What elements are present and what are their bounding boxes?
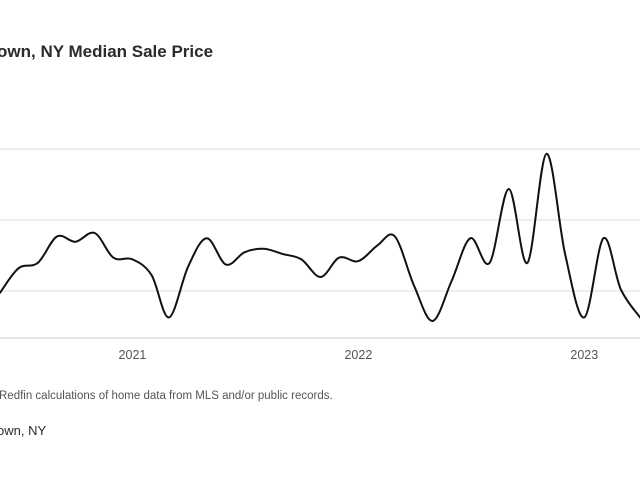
data-point: [281, 252, 285, 256]
data-point: [186, 264, 190, 268]
data-point: [111, 256, 115, 260]
data-point: [563, 252, 567, 256]
data-point: [131, 257, 135, 261]
data-point: [376, 243, 380, 247]
data-point: [36, 261, 40, 265]
source-note: Redfin calculations of home data from ML…: [0, 390, 333, 402]
data-point: [507, 187, 511, 191]
data-point: [412, 284, 416, 288]
data-point: [224, 263, 228, 267]
grid-lines: [0, 148, 640, 292]
data-point: [431, 319, 435, 323]
series-layer: [0, 152, 640, 323]
data-point: [299, 257, 303, 261]
x-tick-label: 2023: [570, 348, 598, 362]
chart-title: own, NY Median Sale Price: [0, 42, 214, 61]
data-point: [488, 261, 492, 265]
data-point: [619, 287, 623, 291]
data-point: [93, 231, 97, 235]
data-point: [525, 261, 529, 265]
x-axis-ticks: 2021 2022 2023: [119, 348, 599, 362]
data-point: [337, 256, 341, 260]
data-point: [167, 315, 171, 319]
data-point: [17, 266, 21, 270]
data-point: [582, 315, 586, 319]
data-point: [205, 236, 209, 240]
data-point: [602, 236, 606, 240]
data-point: [545, 152, 549, 156]
data-point: [74, 240, 78, 244]
series-line: [0, 152, 640, 322]
legend-entry: own, NY: [0, 423, 47, 438]
data-point: [55, 235, 59, 239]
data-point: [393, 235, 397, 239]
data-point: [450, 279, 454, 283]
data-point: [356, 259, 360, 263]
data-point: [262, 247, 266, 251]
data-point: [243, 250, 247, 254]
x-tick-label: 2022: [344, 348, 372, 362]
data-point: [150, 273, 154, 277]
x-tick-label: 2021: [119, 348, 147, 362]
data-point: [319, 275, 323, 279]
data-point: [468, 236, 472, 240]
